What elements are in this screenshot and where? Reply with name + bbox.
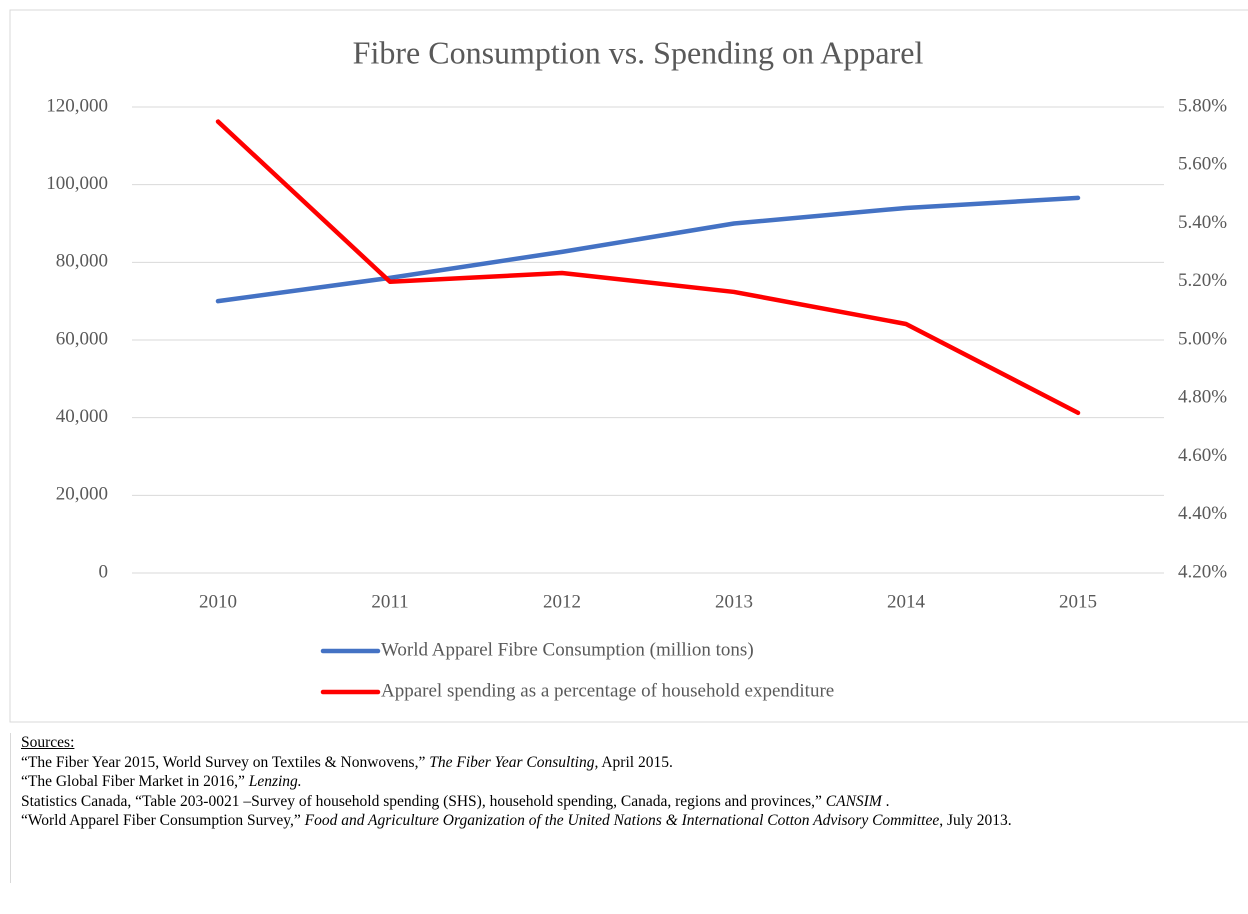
y-tick-label: 60,000 (56, 328, 108, 349)
source-italic: Food and Agriculture Organization of the… (304, 812, 940, 829)
chart-title: Fibre Consumption vs. Spending on Appare… (353, 34, 924, 70)
chart-border (9, 9, 1248, 723)
source-item: “World Apparel Fiber Consumption Survey,… (21, 811, 1221, 831)
source-italic: Lenzing. (248, 773, 302, 790)
source-after: April 2015. (598, 753, 673, 771)
y2-tick-label: 4.80% (1178, 387, 1227, 408)
source-italic: CANSIM (825, 792, 882, 810)
source-italic: The Fiber Year Consulting, (429, 753, 599, 771)
y-tick-label: 20,000 (56, 484, 108, 505)
y2-tick-label: 4.40% (1178, 503, 1227, 524)
legend-label: Apparel spending as a percentage of hous… (381, 680, 834, 701)
source-before: Statistics Canada, “Table 203-0021 –Surv… (21, 792, 826, 810)
x-tick-label: 2015 (1059, 591, 1097, 612)
source-after: , July 2013. (939, 812, 1012, 829)
chart: Fibre Consumption vs. Spending on Appare… (9, 9, 1248, 723)
source-before: “The Fiber Year 2015, World Survey on Te… (21, 753, 430, 771)
y2-tick-label: 5.00% (1178, 328, 1227, 349)
source-item: Statistics Canada, “Table 203-0021 –Surv… (21, 792, 1221, 812)
series-line (215, 195, 1081, 304)
source-item: “The Fiber Year 2015, World Survey on Te… (21, 753, 1221, 773)
sources: Sources: “The Fiber Year 2015, World Sur… (10, 733, 1221, 883)
source-before: “The Global Fiber Market in 2016,” (21, 773, 249, 790)
y2-tick-label: 4.60% (1178, 445, 1227, 466)
x-tick-label: 2010 (199, 591, 237, 612)
y-tick-label: 80,000 (56, 251, 108, 272)
y2-tick-label: 5.40% (1178, 212, 1227, 233)
y-tick-label: 40,000 (56, 406, 108, 427)
series-line (215, 119, 1081, 416)
source-before: “World Apparel Fiber Consumption Survey,… (21, 812, 305, 829)
y2-tick-label: 5.20% (1178, 270, 1227, 291)
y2-tick-label: 4.20% (1178, 561, 1227, 582)
y2-tick-label: 5.60% (1178, 154, 1227, 175)
x-tick-label: 2012 (543, 591, 581, 612)
y-tick-label: 100,000 (46, 173, 108, 194)
x-tick-label: 2014 (887, 591, 926, 612)
x-tick-label: 2013 (715, 591, 753, 612)
y-tick-label: 0 (99, 561, 109, 582)
y-tick-label: 120,000 (46, 95, 108, 116)
x-tick-label: 2011 (371, 591, 408, 612)
source-after: . (881, 792, 890, 810)
source-item: “The Global Fiber Market in 2016,” Lenzi… (21, 772, 1221, 792)
sources-heading: Sources: (21, 734, 75, 751)
y2-tick-label: 5.80% (1178, 95, 1227, 116)
legend-label: World Apparel Fibre Consumption (million… (381, 639, 754, 660)
